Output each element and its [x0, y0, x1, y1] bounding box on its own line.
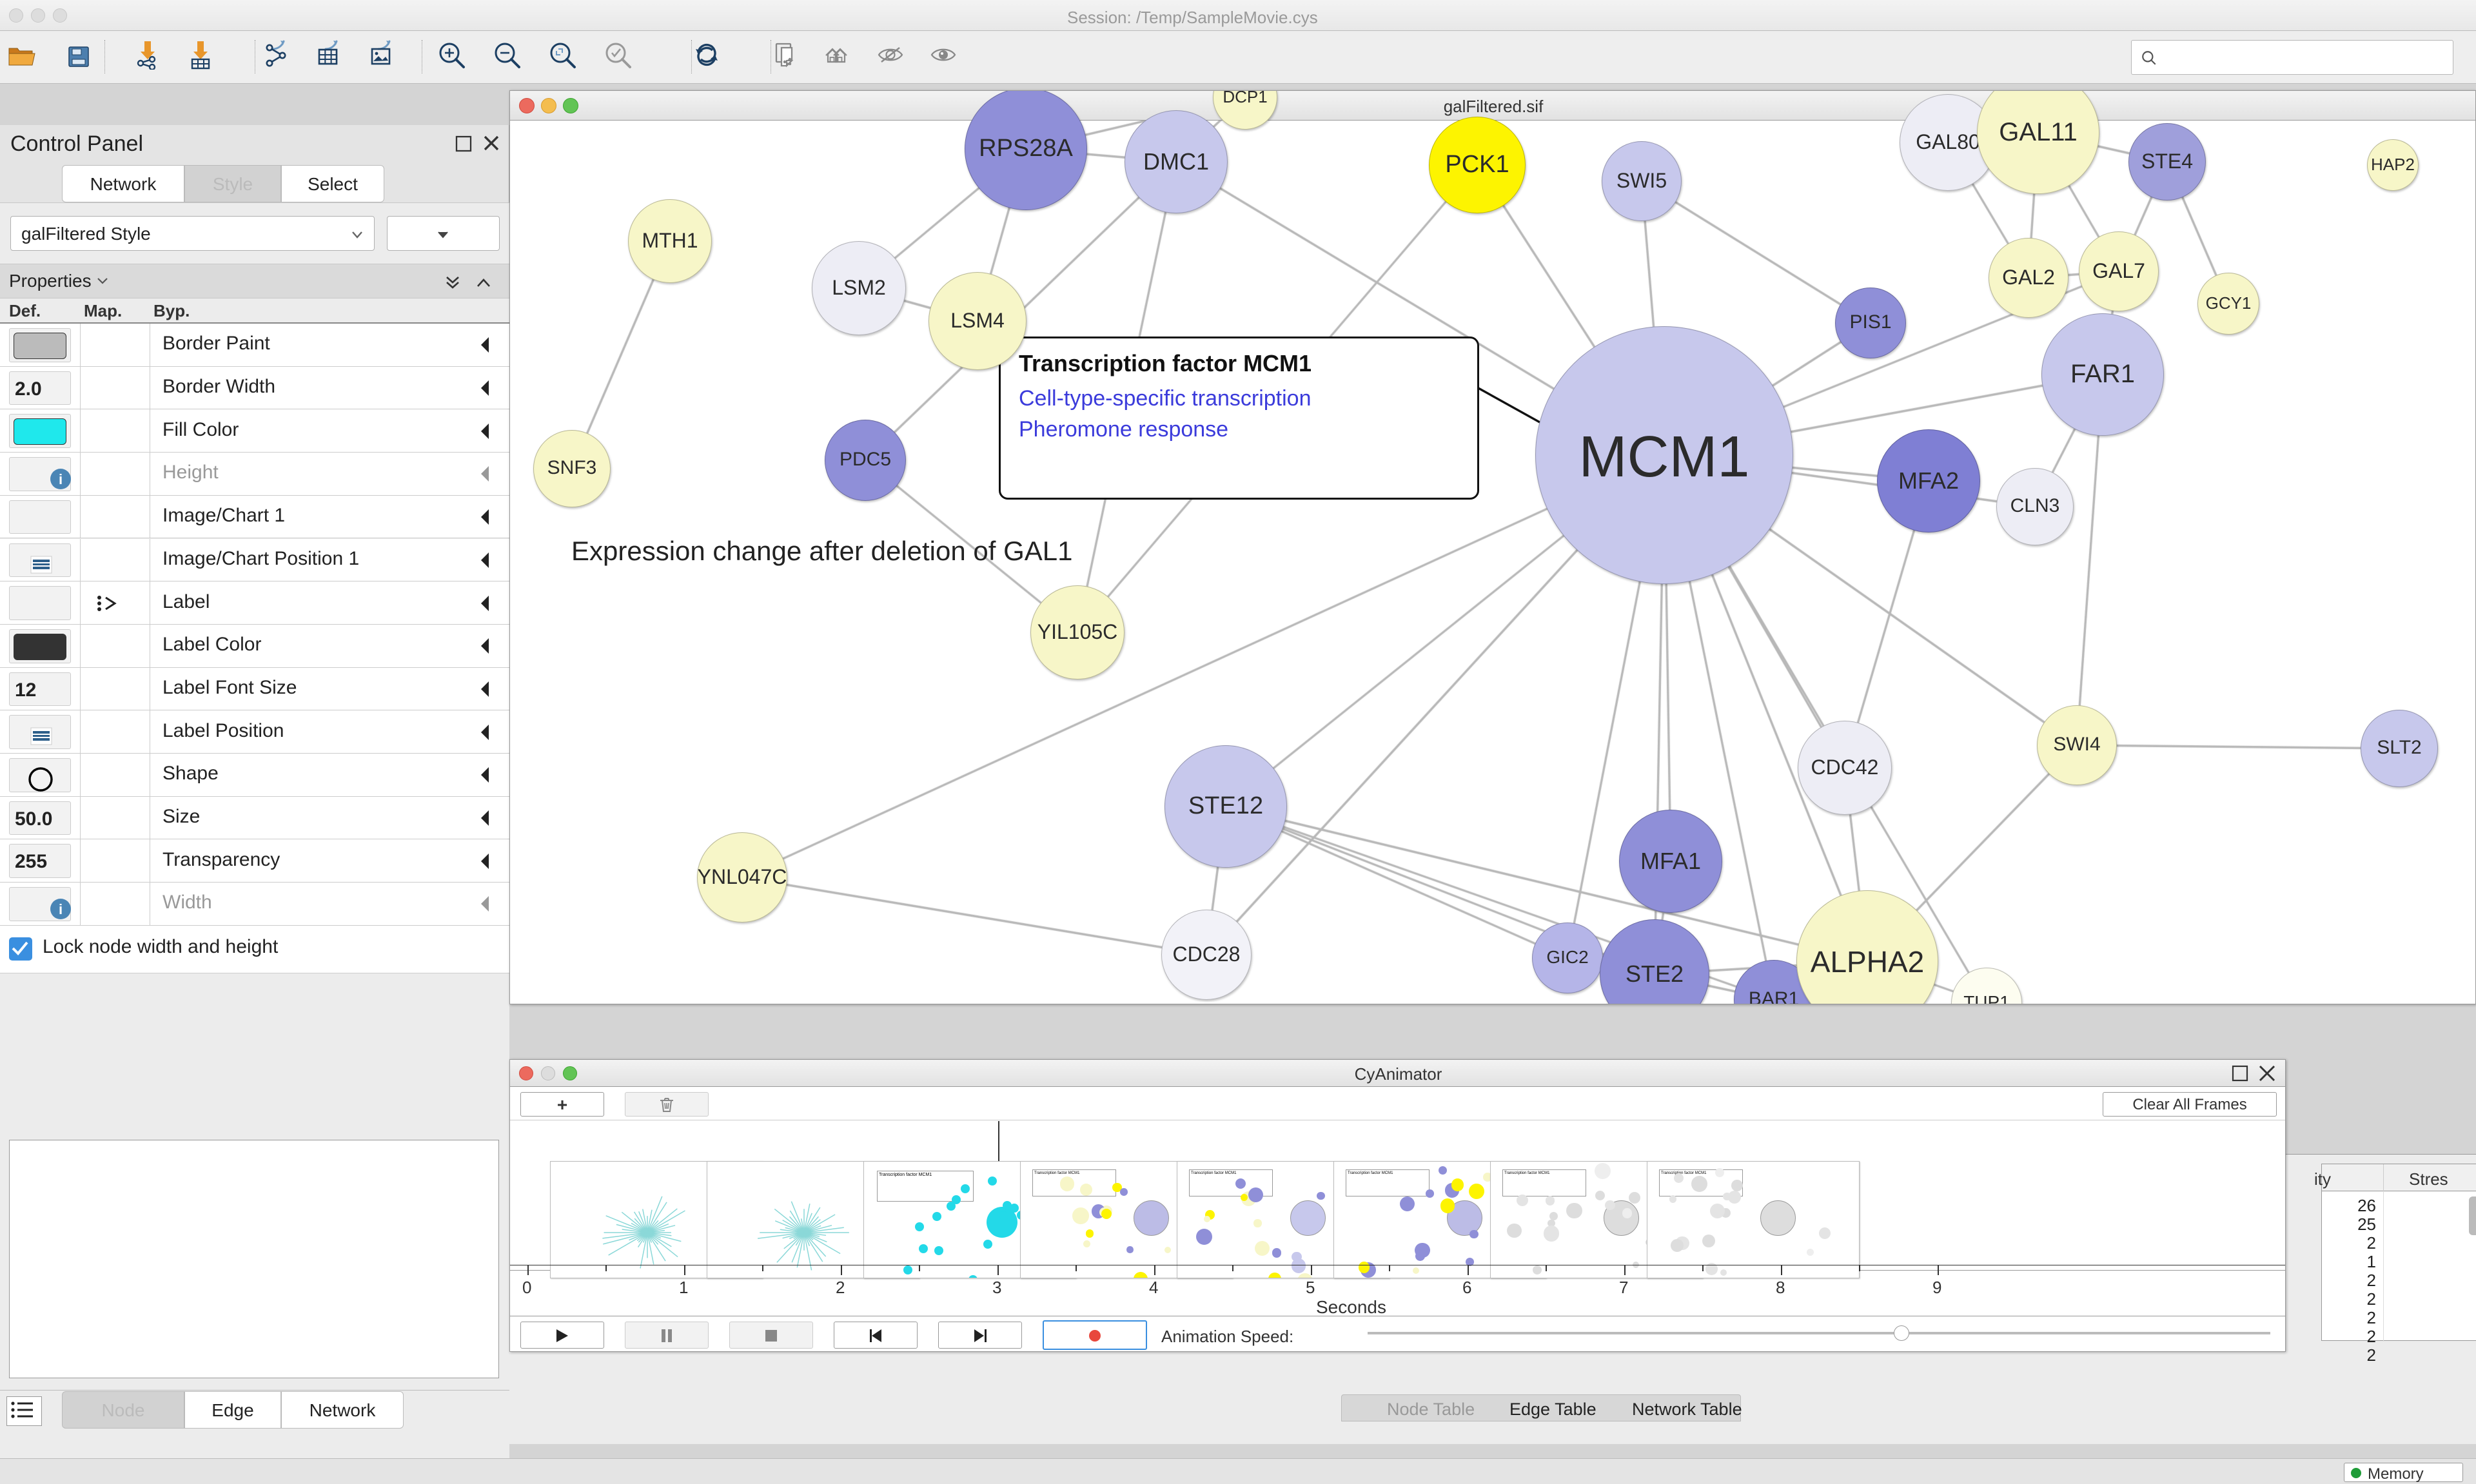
svg-text:i: i — [59, 471, 63, 487]
svg-text:i: i — [59, 901, 63, 917]
